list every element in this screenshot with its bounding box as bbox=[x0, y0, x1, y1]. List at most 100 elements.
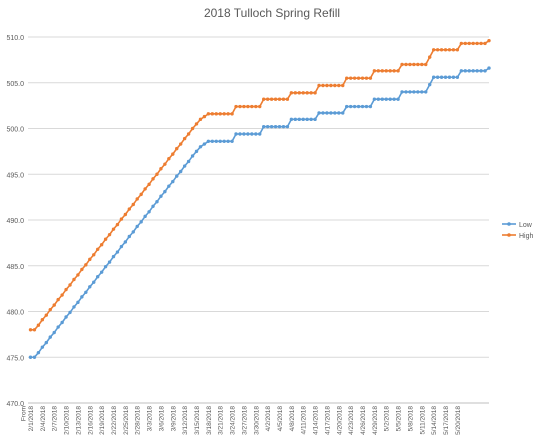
data-point-low bbox=[222, 139, 226, 144]
data-point-low bbox=[107, 260, 112, 264]
data-point-low bbox=[111, 254, 116, 259]
legend-item-high: High bbox=[502, 233, 534, 240]
data-point-high bbox=[404, 62, 408, 67]
data-point-low bbox=[416, 90, 420, 94]
data-point-low bbox=[80, 295, 84, 299]
data-point-high bbox=[475, 41, 479, 46]
data-point-low bbox=[88, 285, 92, 289]
x-tick-label: 2/4/2018 bbox=[40, 406, 47, 432]
x-tick-label: 2/28/2018 bbox=[135, 406, 142, 435]
data-point-high bbox=[127, 207, 132, 211]
data-point-high bbox=[99, 243, 104, 247]
x-tick-label: 2/13/2018 bbox=[75, 406, 82, 435]
data-point-high bbox=[293, 91, 298, 95]
data-point-high bbox=[451, 48, 456, 52]
data-point-low bbox=[143, 214, 147, 219]
data-point-high bbox=[139, 192, 143, 197]
data-point-high bbox=[289, 91, 294, 95]
data-point-high bbox=[305, 91, 309, 95]
data-point-low bbox=[246, 132, 250, 136]
data-point-high bbox=[388, 69, 392, 73]
data-point-low bbox=[321, 111, 325, 115]
data-point-high bbox=[435, 48, 440, 52]
data-point-low bbox=[360, 104, 365, 109]
y-tick-label: 490.0 bbox=[6, 218, 24, 225]
data-point-low bbox=[115, 250, 120, 254]
y-tick-label: 470.0 bbox=[6, 401, 24, 408]
data-point-low bbox=[471, 69, 475, 73]
data-point-high bbox=[392, 69, 396, 73]
data-point-high bbox=[52, 303, 56, 307]
data-point-high bbox=[64, 287, 68, 292]
data-point-low bbox=[431, 75, 436, 79]
data-point-high bbox=[352, 76, 357, 80]
data-point-high bbox=[250, 104, 254, 109]
data-point-low bbox=[301, 117, 305, 122]
data-point-high bbox=[72, 277, 76, 282]
data-point-high bbox=[258, 104, 262, 109]
data-point-high bbox=[234, 104, 238, 109]
series-high bbox=[28, 38, 491, 332]
x-tick-label: 3/3/2018 bbox=[147, 406, 154, 432]
x-tick-label: 2/7/2018 bbox=[52, 406, 59, 432]
legend-label: High bbox=[519, 233, 534, 240]
data-point-low bbox=[171, 179, 175, 184]
data-point-high bbox=[238, 104, 242, 109]
y-tick-label: 510.0 bbox=[6, 35, 24, 42]
data-point-high bbox=[348, 76, 353, 80]
data-point-low bbox=[443, 75, 448, 79]
data-point-high bbox=[107, 232, 112, 237]
data-point-high bbox=[368, 76, 373, 80]
data-point-low bbox=[92, 280, 96, 284]
data-point-low bbox=[479, 69, 483, 73]
data-point-high bbox=[182, 136, 187, 141]
data-point-low bbox=[404, 90, 408, 94]
x-tick-label: 2/19/2018 bbox=[99, 406, 106, 435]
x-tick-label: 4/8/2018 bbox=[289, 406, 296, 432]
data-point-high bbox=[190, 126, 195, 131]
data-point-high bbox=[175, 146, 179, 151]
data-point-low bbox=[384, 97, 388, 101]
legend-swatch-marker bbox=[507, 222, 511, 226]
data-point-high bbox=[313, 91, 317, 95]
x-tick-label: 4/2/2018 bbox=[265, 406, 272, 432]
data-point-low bbox=[305, 117, 309, 122]
chart-title: 2018 Tulloch Spring Refill bbox=[204, 6, 340, 20]
data-point-low bbox=[163, 189, 167, 194]
data-point-high bbox=[206, 112, 211, 116]
data-point-low bbox=[356, 104, 361, 109]
data-point-low bbox=[455, 75, 460, 79]
data-point-low bbox=[131, 230, 135, 234]
data-point-low bbox=[226, 139, 230, 144]
data-point-low bbox=[372, 97, 377, 101]
data-point-low bbox=[368, 104, 373, 109]
data-point-high bbox=[447, 48, 452, 52]
data-point-low bbox=[186, 159, 191, 164]
data-point-low bbox=[250, 132, 254, 136]
x-tick-label: 2/16/2018 bbox=[87, 406, 94, 435]
data-point-low bbox=[392, 97, 396, 101]
data-point-high bbox=[360, 76, 365, 80]
data-point-low bbox=[123, 240, 128, 244]
data-point-low bbox=[64, 315, 68, 319]
data-point-low bbox=[119, 244, 124, 249]
data-point-low bbox=[293, 117, 298, 122]
data-point-low bbox=[76, 300, 80, 305]
data-point-high bbox=[218, 112, 222, 116]
x-tick-label: 2/1/2018 bbox=[28, 406, 35, 432]
data-point-low bbox=[475, 69, 479, 73]
data-point-high bbox=[230, 112, 234, 116]
x-axis-tick-labels: From 2/1/2018 2/4/2018 2/7/2018 2/10/2018 2/1… bbox=[21, 406, 462, 435]
data-point-low bbox=[135, 224, 139, 229]
data-point-low bbox=[44, 340, 49, 345]
data-point-low bbox=[238, 132, 242, 136]
data-point-high bbox=[341, 83, 345, 88]
data-point-high bbox=[135, 197, 139, 201]
y-tick-label: 480.0 bbox=[6, 310, 24, 317]
data-point-low bbox=[155, 200, 159, 204]
data-point-high bbox=[420, 62, 424, 67]
data-point-low bbox=[313, 117, 317, 122]
data-point-low bbox=[487, 66, 491, 70]
data-point-low bbox=[428, 82, 432, 87]
